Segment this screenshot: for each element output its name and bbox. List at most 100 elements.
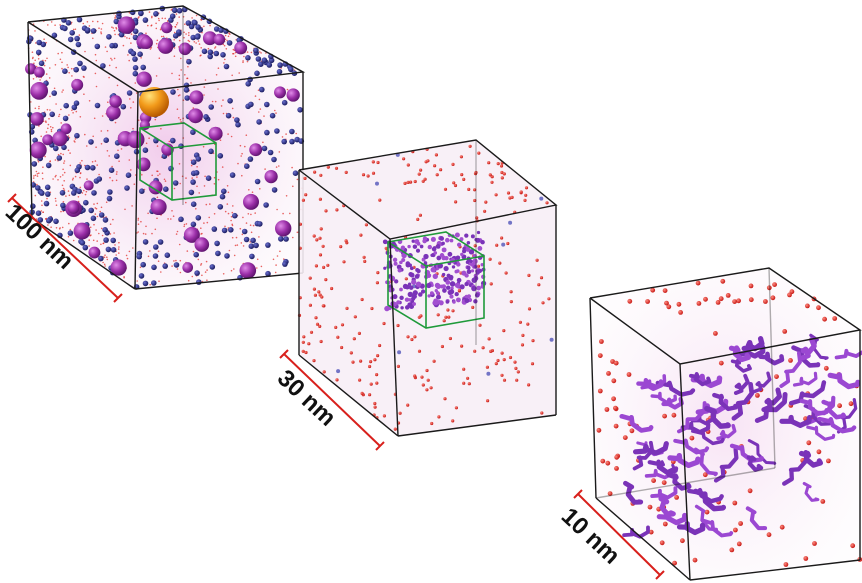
ion-dot [358,378,362,382]
ion-dot [89,226,92,229]
protein-helix [622,525,650,539]
small-molecule-bead [132,28,139,35]
ion-dot [413,374,417,378]
ion-dot [94,72,97,75]
small-molecule-bead [46,217,52,224]
ion-dot [112,27,115,29]
ion-dot [224,34,227,37]
protein-fragment [418,292,423,297]
ion-dot [35,42,37,44]
small-molecule-bead [282,261,288,267]
small-molecule-bead [90,165,96,171]
small-molecule-bead [35,185,41,191]
ion-dot [452,181,456,185]
ion-dot [192,250,195,253]
ion-dot [481,346,485,350]
protein-fragment [427,294,431,298]
ion-dot [527,383,531,387]
large-molecule-sphere [194,237,210,252]
ion-dot [191,177,193,179]
ion-dot [320,295,324,299]
cube-10nm-protein [619,333,862,539]
protein-fragment [400,245,406,250]
ion-dot [58,115,60,118]
ion-dot [489,349,493,353]
ion-dot [276,208,278,211]
ion-dot [495,243,499,247]
ion-dot [37,58,40,60]
ion-dot [124,208,126,211]
ion-dot [228,249,231,252]
large-molecule-sphere [25,63,37,75]
small-molecule-bead [79,240,86,246]
ion-dot [702,472,708,478]
ion-dot [214,100,217,103]
protein-helix [633,441,669,456]
small-molecule-bead [157,239,164,245]
ion-dot [137,231,139,233]
ion-dot [826,458,831,464]
ion-dot [145,32,147,35]
small-molecule-bead [142,239,149,245]
small-molecule-bead [277,62,283,68]
small-molecule-cluster [501,242,506,247]
ion-dot [535,258,539,262]
ion-dot [285,195,288,197]
protein-fragment [456,277,462,283]
ion-dot [214,46,217,48]
ion-dot [160,128,162,130]
ion-dot [148,11,151,13]
ion-dot [96,240,98,242]
large-molecule-sphere [127,130,145,149]
ion-dot [494,193,498,197]
protein-fragment [383,266,387,270]
ion-dot [50,130,53,133]
ion-dot [509,300,513,304]
ion-dot [50,128,53,131]
ion-dot [462,381,466,385]
small-molecule-bead [278,236,284,242]
ion-dot [55,204,58,206]
large-molecule-sphere [42,134,54,146]
protein-fragment [399,260,403,265]
protein-fragment [404,297,410,302]
large-molecule-sphere [264,169,278,184]
ion-dot [436,313,440,317]
ion-dot [366,174,370,178]
ion-dot [94,213,97,215]
protein-fragment [456,269,460,273]
ion-dot [471,305,475,309]
ion-dot [312,234,316,238]
small-molecule-bead [164,252,171,258]
ion-dot [95,207,98,210]
ion-dot [324,278,328,282]
ion-dot [500,351,504,355]
small-molecule-bead [59,190,66,196]
small-molecule-bead [90,28,97,34]
ion-dot [35,65,38,68]
ion-dot [69,152,71,154]
zoom-box-100nm [139,122,217,201]
small-molecule-bead [255,56,262,62]
ion-dot [162,35,165,38]
ion-dot [496,358,500,363]
small-molecule-bead [195,24,201,30]
protein-fragment [401,258,406,262]
small-molecule-bead [173,262,180,268]
ion-dot [178,117,180,119]
small-molecule-bead [172,33,179,39]
ion-dot [416,217,420,221]
protein-helix [731,381,755,421]
small-molecule-bead [132,70,139,77]
ion-dot [104,265,106,267]
protein-helix [650,391,677,405]
ion-dot [430,421,434,426]
ion-dot [235,236,238,239]
ion-dot [483,209,487,213]
ion-dot [170,218,172,220]
ion-dot [100,130,103,132]
ion-dot [787,292,792,298]
ion-dot [713,331,718,336]
small-molecule-bead [60,202,66,209]
ion-dot [662,413,667,419]
